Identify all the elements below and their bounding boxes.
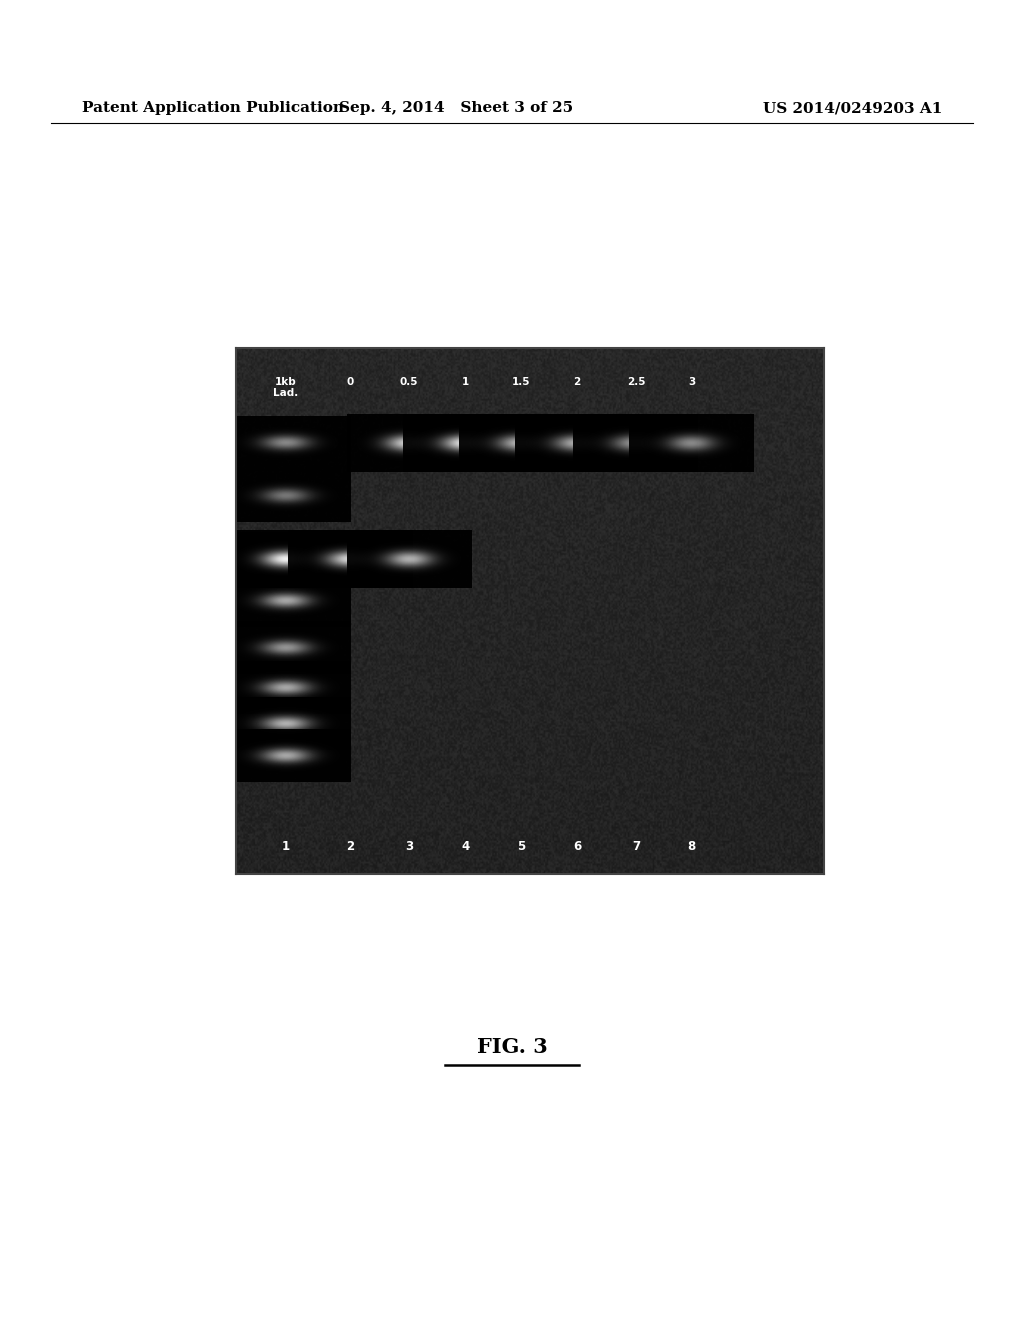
Text: 1kb
Lad.: 1kb Lad. <box>273 378 298 399</box>
Text: Charge Ratio +/-: Charge Ratio +/- <box>428 496 596 515</box>
Text: 1: 1 <box>282 840 290 853</box>
Text: 0: 0 <box>347 378 354 387</box>
Text: 1.5: 1.5 <box>512 378 530 387</box>
Text: 3: 3 <box>688 378 695 387</box>
Text: 0.5: 0.5 <box>400 378 419 387</box>
Text: 1: 1 <box>462 378 469 387</box>
Text: 5: 5 <box>517 840 525 853</box>
Text: 2.5: 2.5 <box>627 378 645 387</box>
Text: 2: 2 <box>573 378 581 387</box>
Text: 3: 3 <box>406 840 414 853</box>
Text: FIG. 3: FIG. 3 <box>476 1036 548 1057</box>
Text: Sep. 4, 2014   Sheet 3 of 25: Sep. 4, 2014 Sheet 3 of 25 <box>339 102 572 115</box>
Text: 4: 4 <box>461 840 469 853</box>
Text: 6: 6 <box>572 840 582 853</box>
Text: 2: 2 <box>346 840 354 853</box>
Text: Patent Application Publication: Patent Application Publication <box>82 102 344 115</box>
Text: 7: 7 <box>632 840 640 853</box>
Text: 8: 8 <box>688 840 696 853</box>
Text: US 2014/0249203 A1: US 2014/0249203 A1 <box>763 102 942 115</box>
